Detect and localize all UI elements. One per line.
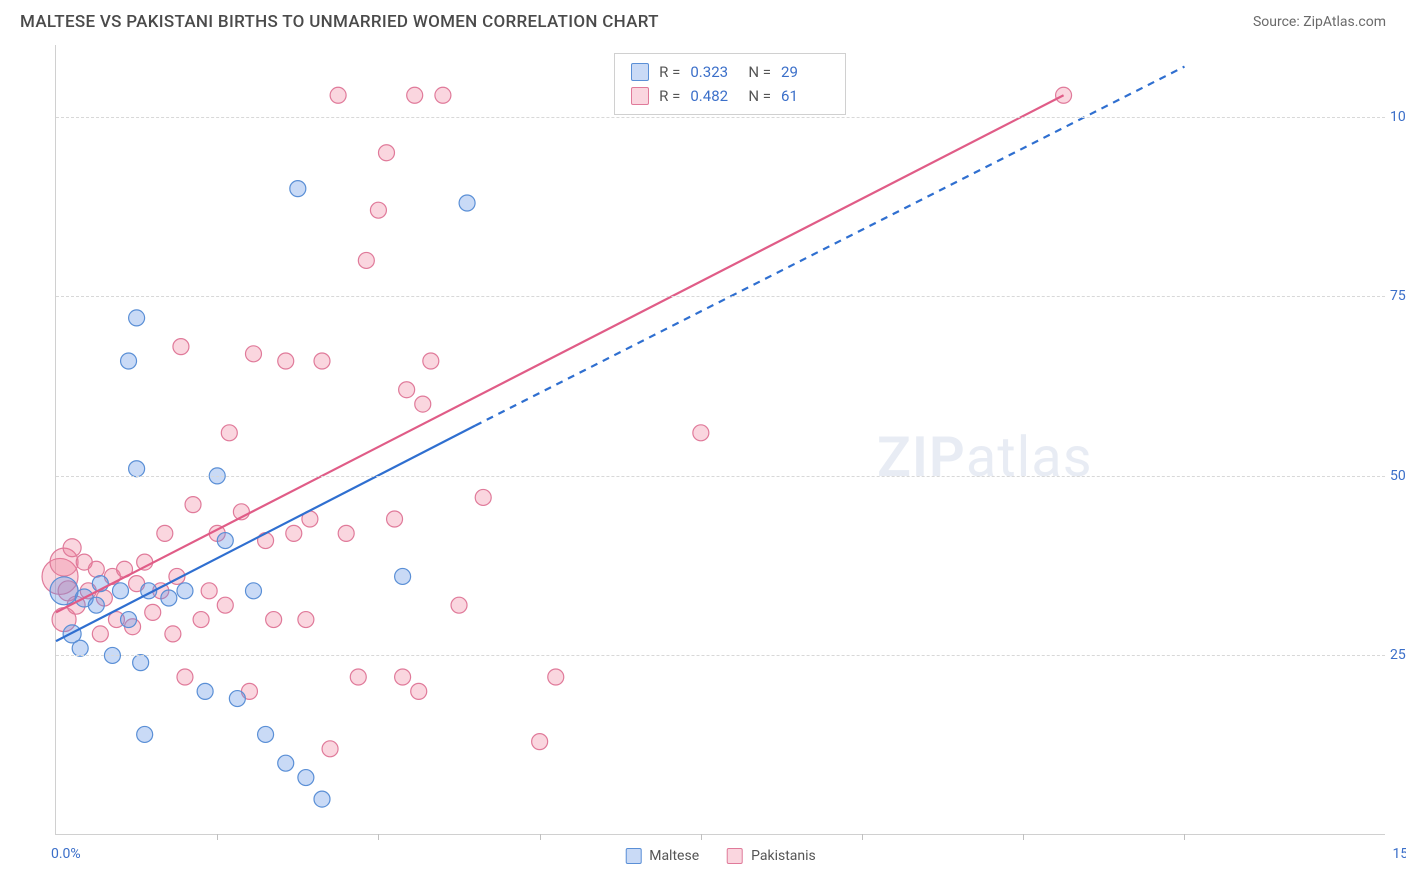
x-tick [862,834,863,840]
data-point [407,87,423,103]
stats-row-maltese: R = 0.323 N = 29 [631,60,829,84]
x-axis-start-label: 0.0% [51,846,81,862]
data-point [129,310,145,326]
gridline-h [56,296,1385,297]
data-point [157,525,173,541]
x-tick [1184,834,1185,840]
data-point [395,568,411,584]
legend-label-pakistani: Pakistanis [751,848,816,864]
y-tick-label: 75.0% [1390,288,1406,304]
data-point [121,353,137,369]
data-point [459,195,475,211]
data-point [475,489,491,505]
gridline-h [56,655,1385,656]
data-point [185,497,201,513]
data-point [217,533,233,549]
data-point [415,396,431,412]
data-point [245,583,261,599]
scatter-svg [56,45,1385,834]
data-point [286,525,302,541]
data-point [350,669,366,685]
stats-legend-box: R = 0.323 N = 29 R = 0.482 N = 61 [614,53,846,115]
chart-title: MALTESE VS PAKISTANI BIRTHS TO UNMARRIED… [20,12,659,32]
trend-line [56,95,1064,612]
data-point [338,525,354,541]
data-point [217,597,233,613]
data-point [245,346,261,362]
x-tick [540,834,541,840]
data-point [298,770,314,786]
data-point [197,683,213,699]
data-point [314,791,330,807]
data-point [258,533,274,549]
y-tick-label: 100.0% [1390,109,1406,125]
data-point [266,612,282,628]
data-point [258,726,274,742]
data-point [278,755,294,771]
x-tick [378,834,379,840]
trend-line [56,426,475,641]
data-point [370,202,386,218]
data-point [532,734,548,750]
legend-item-maltese: Maltese [625,848,699,864]
data-point [221,425,237,441]
stats-row-pakistani: R = 0.482 N = 61 [631,84,829,108]
y-tick-label: 50.0% [1390,468,1406,484]
data-point [133,655,149,671]
x-tick [1023,834,1024,840]
data-point [129,461,145,477]
data-point [298,612,314,628]
data-point [173,339,189,355]
data-point [72,640,88,656]
maltese-swatch-icon [631,63,649,81]
data-point [399,382,415,398]
gridline-h [56,476,1385,477]
data-point [50,577,78,605]
data-point [145,604,161,620]
data-point [88,561,104,577]
legend-bottom: Maltese Pakistanis [625,848,816,864]
data-point [548,669,564,685]
data-point [193,612,209,628]
data-point [290,181,306,197]
x-tick [701,834,702,840]
data-point [278,353,294,369]
legend-label-maltese: Maltese [649,848,699,864]
data-point [378,145,394,161]
data-point [693,425,709,441]
data-point [229,691,245,707]
data-point [423,353,439,369]
data-point [322,741,338,757]
pakistani-swatch-icon [631,87,649,105]
data-point [387,511,403,527]
y-tick-label: 25.0% [1390,647,1406,663]
data-point [88,597,104,613]
data-point [63,539,81,557]
trend-line [475,67,1184,426]
data-point [112,583,128,599]
data-point [177,669,193,685]
data-point [451,597,467,613]
gridline-h [56,117,1385,118]
data-point [165,626,181,642]
data-point [435,87,451,103]
data-point [358,252,374,268]
data-point [411,683,427,699]
chart-plot-area: ZIPatlas R = 0.323 N = 29 R = 0.482 N = … [55,45,1385,835]
data-point [201,583,217,599]
data-point [161,590,177,606]
maltese-swatch-icon [625,848,641,864]
x-axis-end-label: 15.0% [1392,846,1406,862]
data-point [137,726,153,742]
data-point [121,612,137,628]
pakistani-swatch-icon [727,848,743,864]
x-tick [217,834,218,840]
data-point [330,87,346,103]
data-point [177,583,193,599]
source-label: Source: ZipAtlas.com [1253,14,1386,30]
data-point [395,669,411,685]
data-point [314,353,330,369]
data-point [92,626,108,642]
legend-item-pakistani: Pakistanis [727,848,816,864]
